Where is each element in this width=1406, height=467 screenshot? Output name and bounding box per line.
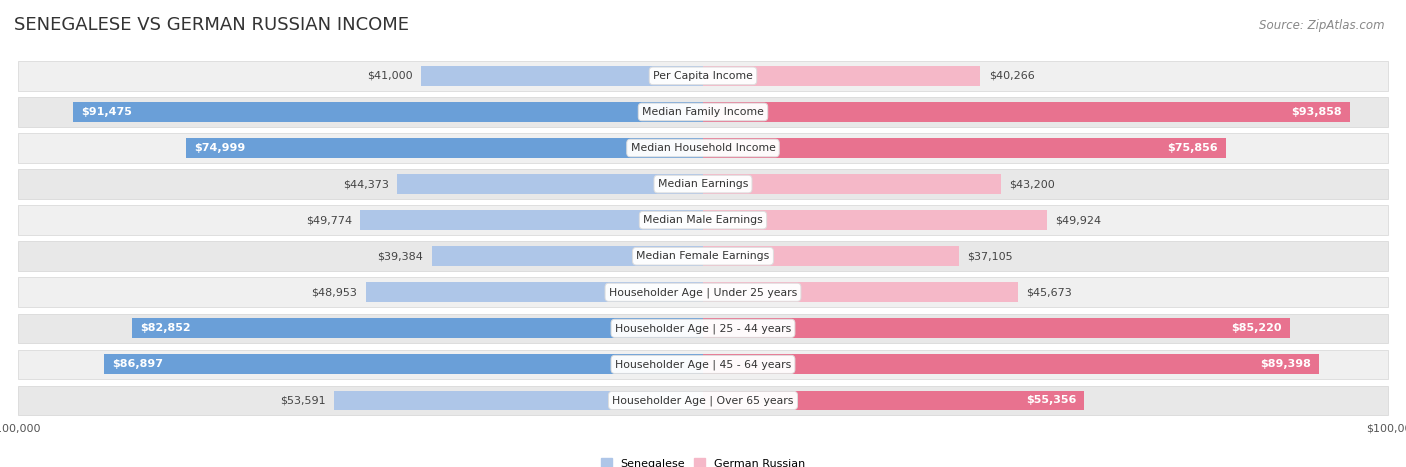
Bar: [18, 205, 1388, 235]
Bar: [366, 283, 703, 302]
Bar: [132, 318, 703, 338]
Text: $93,858: $93,858: [1291, 107, 1341, 117]
Text: $85,220: $85,220: [1232, 323, 1282, 333]
Text: $55,356: $55,356: [1026, 396, 1076, 405]
Text: $44,373: $44,373: [343, 179, 389, 189]
Text: $91,475: $91,475: [82, 107, 132, 117]
Text: Median Female Earnings: Median Female Earnings: [637, 251, 769, 261]
Text: Source: ZipAtlas.com: Source: ZipAtlas.com: [1260, 19, 1385, 32]
Text: $37,105: $37,105: [967, 251, 1012, 261]
Bar: [18, 277, 1388, 307]
Bar: [703, 66, 980, 86]
Bar: [18, 97, 1388, 127]
Bar: [703, 210, 1047, 230]
Bar: [703, 138, 1226, 158]
Text: Householder Age | Over 65 years: Householder Age | Over 65 years: [612, 395, 794, 406]
Bar: [18, 386, 1388, 415]
Text: $74,999: $74,999: [194, 143, 246, 153]
Bar: [703, 102, 1350, 122]
Text: $45,673: $45,673: [1026, 287, 1071, 297]
Text: $41,000: $41,000: [367, 71, 412, 81]
Text: Median Family Income: Median Family Income: [643, 107, 763, 117]
Bar: [18, 241, 1388, 271]
Text: SENEGALESE VS GERMAN RUSSIAN INCOME: SENEGALESE VS GERMAN RUSSIAN INCOME: [14, 16, 409, 34]
Text: $49,774: $49,774: [305, 215, 352, 225]
Text: $86,897: $86,897: [112, 360, 163, 369]
Bar: [703, 283, 1018, 302]
Bar: [432, 246, 703, 266]
Bar: [703, 390, 1084, 410]
Legend: Senegalese, German Russian: Senegalese, German Russian: [596, 454, 810, 467]
Bar: [703, 174, 1001, 194]
Bar: [187, 138, 703, 158]
Bar: [703, 354, 1319, 375]
Text: Median Earnings: Median Earnings: [658, 179, 748, 189]
Bar: [104, 354, 703, 375]
Bar: [360, 210, 703, 230]
Bar: [398, 174, 703, 194]
Text: $82,852: $82,852: [141, 323, 191, 333]
Bar: [703, 318, 1291, 338]
Text: Householder Age | Under 25 years: Householder Age | Under 25 years: [609, 287, 797, 297]
Bar: [73, 102, 703, 122]
Bar: [420, 66, 703, 86]
Text: $49,924: $49,924: [1056, 215, 1101, 225]
Text: $43,200: $43,200: [1010, 179, 1054, 189]
Text: $89,398: $89,398: [1260, 360, 1310, 369]
Text: $48,953: $48,953: [312, 287, 357, 297]
Bar: [18, 61, 1388, 91]
Text: $53,591: $53,591: [280, 396, 326, 405]
Bar: [18, 133, 1388, 163]
Bar: [18, 350, 1388, 379]
Text: Median Household Income: Median Household Income: [630, 143, 776, 153]
Bar: [333, 390, 703, 410]
Text: Median Male Earnings: Median Male Earnings: [643, 215, 763, 225]
Bar: [703, 246, 959, 266]
Text: $40,266: $40,266: [988, 71, 1035, 81]
Bar: [18, 313, 1388, 343]
Text: $39,384: $39,384: [378, 251, 423, 261]
Bar: [18, 169, 1388, 199]
Text: Per Capita Income: Per Capita Income: [652, 71, 754, 81]
Text: Householder Age | 25 - 44 years: Householder Age | 25 - 44 years: [614, 323, 792, 333]
Text: Householder Age | 45 - 64 years: Householder Age | 45 - 64 years: [614, 359, 792, 370]
Text: $75,856: $75,856: [1167, 143, 1218, 153]
